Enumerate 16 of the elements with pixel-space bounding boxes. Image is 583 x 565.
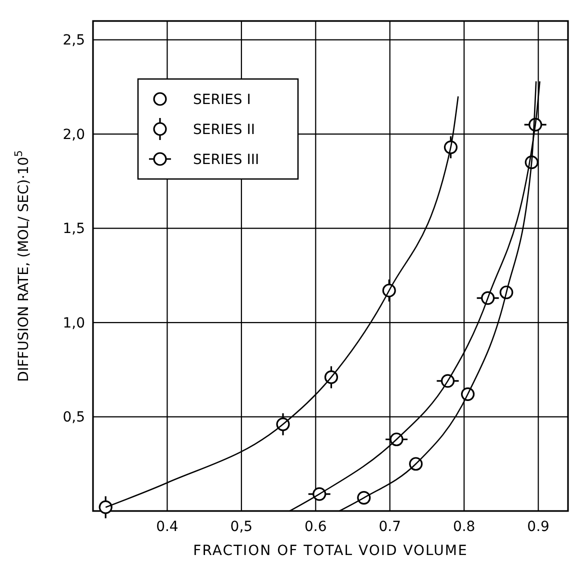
y-tick-label: 0,5 — [62, 410, 85, 426]
x-tick-label: 0.6 — [304, 519, 327, 535]
y-tick-label: 1,0 — [62, 315, 85, 332]
legend-label: SERIES III — [193, 152, 260, 168]
legend-label: SERIES I — [193, 92, 251, 108]
x-tick-label: 0.8 — [452, 519, 476, 535]
x-tick-label: 0.4 — [156, 519, 178, 535]
y-tick-label: 1,5 — [62, 221, 85, 238]
y-tick-label: 2,5 — [62, 32, 85, 49]
legend-label: SERIES II — [193, 122, 256, 138]
y-tick-label: 2,0 — [62, 126, 85, 143]
x-tick-label: 0.7 — [378, 519, 402, 535]
x-axis-title: FRACTION OF TOTAL VOID VOLUME — [193, 543, 468, 559]
x-tick-label: 0.9 — [527, 519, 550, 535]
point — [98, 500, 112, 514]
x-tick-label: 0,5 — [230, 519, 253, 535]
